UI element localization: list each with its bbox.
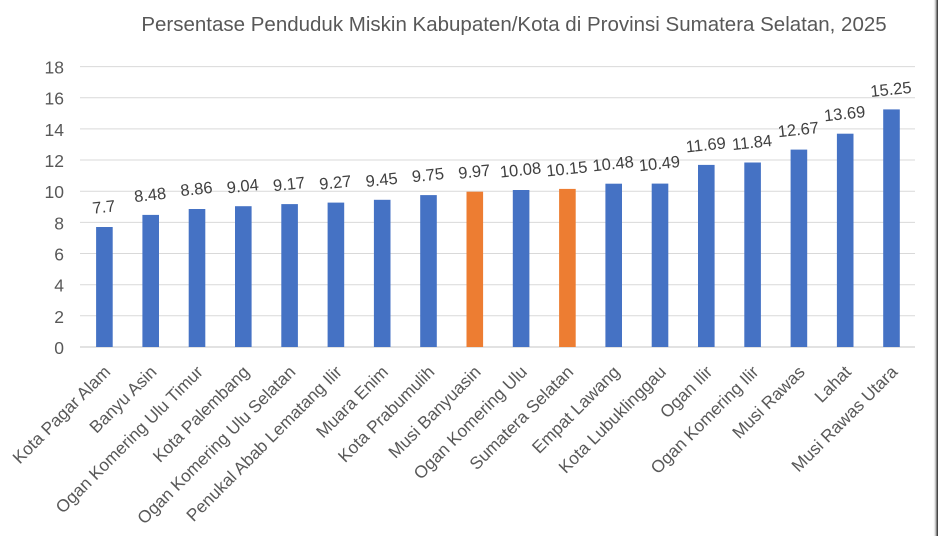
svg-text:2: 2 <box>54 307 64 327</box>
svg-text:11.84: 11.84 <box>731 132 773 154</box>
svg-text:12.67: 12.67 <box>777 119 820 141</box>
svg-text:14: 14 <box>45 120 65 140</box>
svg-text:9.75: 9.75 <box>411 165 445 186</box>
svg-text:10.08: 10.08 <box>499 159 542 181</box>
svg-text:9.97: 9.97 <box>457 162 491 183</box>
svg-text:11.69: 11.69 <box>685 134 727 156</box>
svg-text:10.49: 10.49 <box>638 153 681 175</box>
svg-text:8: 8 <box>54 213 64 233</box>
svg-text:0: 0 <box>54 338 64 358</box>
svg-text:Persentase Penduduk Miskin Kab: Persentase Penduduk Miskin Kabupaten/Kot… <box>141 13 886 36</box>
svg-text:10: 10 <box>45 182 65 202</box>
svg-text:4: 4 <box>54 276 64 296</box>
svg-text:7.7: 7.7 <box>92 197 117 217</box>
svg-text:8.48: 8.48 <box>133 185 167 206</box>
svg-text:6: 6 <box>54 245 64 265</box>
svg-text:13.69: 13.69 <box>823 103 866 125</box>
svg-text:10.15: 10.15 <box>545 158 588 180</box>
svg-text:9.45: 9.45 <box>365 170 399 191</box>
svg-text:9.27: 9.27 <box>318 172 352 193</box>
svg-text:15.25: 15.25 <box>870 79 913 101</box>
svg-text:9.04: 9.04 <box>226 176 260 197</box>
svg-text:12: 12 <box>45 151 64 171</box>
svg-text:9.17: 9.17 <box>272 174 306 195</box>
svg-text:18: 18 <box>45 58 64 78</box>
svg-text:10.48: 10.48 <box>592 153 635 175</box>
svg-text:16: 16 <box>45 89 64 109</box>
svg-text:8.86: 8.86 <box>180 179 214 200</box>
